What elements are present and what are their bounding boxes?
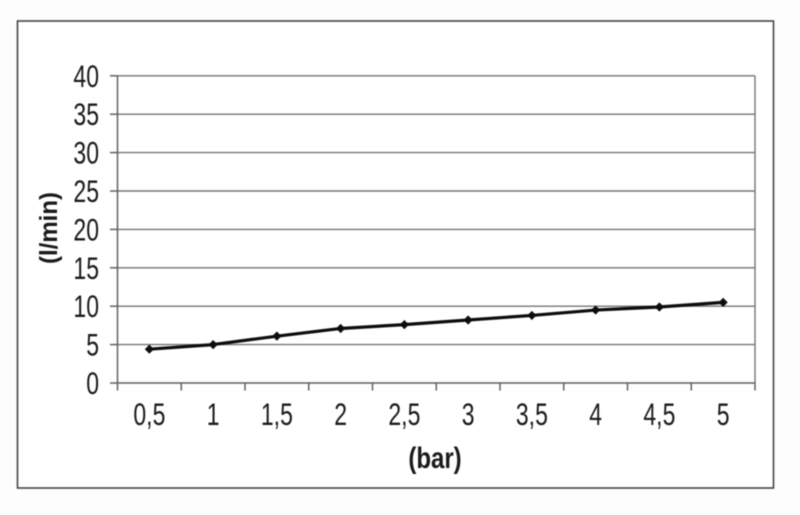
data-point-marker: [208, 340, 218, 350]
x-tick-label: 5: [717, 396, 730, 431]
axis-ticks: [110, 75, 756, 391]
x-tick-label: 2,5: [388, 396, 420, 431]
data-point-marker: [399, 320, 409, 330]
y-tick-label: 5: [86, 327, 99, 362]
x-tick-label: 2: [334, 396, 347, 431]
data-series: [144, 297, 728, 354]
x-axis-title: (bar): [408, 440, 461, 474]
data-point-marker: [527, 310, 537, 321]
y-tick-label: 30: [73, 135, 99, 170]
x-tick-label: 3: [462, 396, 475, 431]
y-tick-label: 20: [73, 212, 99, 247]
data-point-marker: [718, 297, 728, 307]
data-point-marker: [144, 344, 154, 354]
y-tick-label: 40: [73, 58, 99, 93]
y-tick-label: 35: [73, 97, 99, 132]
x-tick-label: 4,5: [643, 396, 675, 431]
data-point-marker: [463, 315, 473, 325]
data-point-marker: [591, 305, 601, 315]
data-point-marker: [336, 323, 346, 334]
series-line: [149, 300, 724, 351]
y-tick-label: 15: [73, 250, 99, 285]
data-point-marker: [272, 331, 282, 341]
x-tick-label: 3,5: [516, 396, 548, 431]
x-tick-label: 1,5: [261, 396, 293, 431]
y-axis-title: (l/min): [35, 192, 63, 264]
data-point-marker: [654, 302, 664, 312]
x-tick-label: 4: [589, 396, 602, 431]
figure-border: [16, 20, 775, 489]
x-tick-label: 1: [207, 396, 220, 431]
y-tick-label: 0: [86, 365, 99, 400]
y-tick-label: 25: [73, 173, 99, 208]
y-tick-label: 10: [73, 289, 99, 324]
x-tick-label: 0,5: [133, 396, 165, 431]
